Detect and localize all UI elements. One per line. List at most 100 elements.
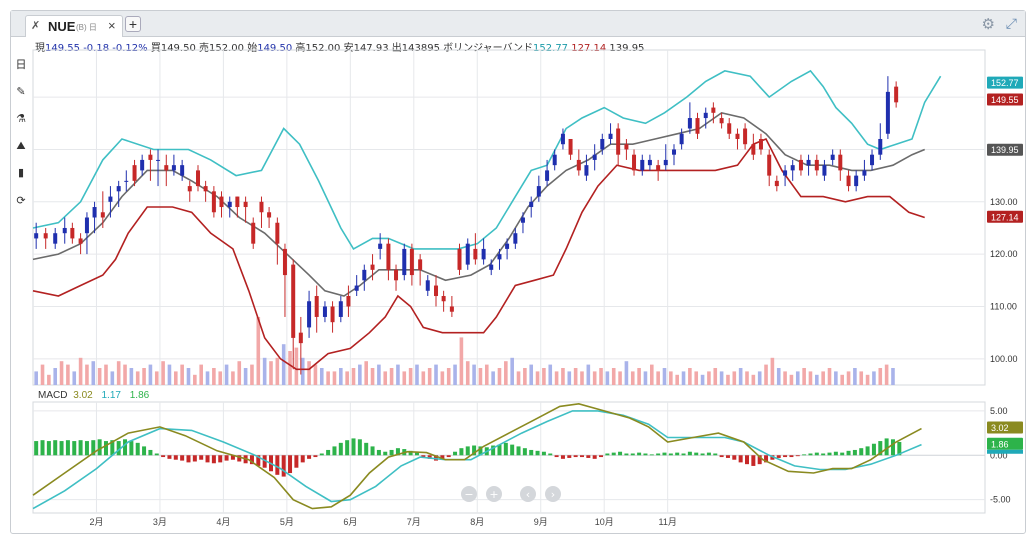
y-tick-label: 130.00 (990, 197, 1018, 207)
volume-bar (167, 364, 172, 385)
volume-bar (110, 371, 115, 385)
change-pct: -0.12% (112, 43, 148, 54)
candle-body (187, 186, 192, 192)
bb-lower-line (32, 137, 925, 371)
open-label: 始 (247, 43, 258, 54)
candle-body (774, 180, 779, 187)
volume-bar (421, 371, 426, 385)
macd-hist-bar (586, 455, 591, 458)
candle-body (505, 243, 510, 249)
price-tag: 149.55 (991, 95, 1019, 105)
candle-body (251, 222, 256, 244)
candle-body (92, 207, 97, 218)
volume-bar (707, 371, 711, 385)
macd-hist-bar (675, 452, 680, 456)
macd-hist-bar (694, 452, 699, 456)
macd-hist-bar (218, 455, 223, 463)
volume-bar (358, 364, 362, 385)
macd-hist-bar (180, 455, 185, 461)
gear-icon[interactable]: ⚙ (981, 16, 995, 33)
candle-body (767, 154, 772, 176)
calendar-icon[interactable]: 日 (15, 59, 27, 71)
macd-hist-bar (319, 453, 324, 456)
candle-body (235, 196, 240, 208)
add-tab-button[interactable]: + (125, 16, 141, 32)
price-tag-bg (987, 210, 1023, 223)
macd-hist-bar (548, 453, 553, 456)
volume-bar (694, 371, 699, 385)
candle-body (640, 159, 645, 171)
macd-hist-bar (732, 455, 737, 460)
volume-bar (154, 371, 159, 385)
candle-body (592, 154, 597, 160)
wrench-icon[interactable]: ✗ (31, 20, 41, 32)
price-tag-bg (987, 93, 1023, 106)
indicator-icon[interactable]: ⛰ (16, 140, 26, 152)
volume-bar (504, 361, 508, 385)
volume-bar (91, 361, 96, 385)
macd-hist-bar (491, 445, 496, 456)
tab-nue[interactable]: ✗ NUE (B) 日 × (25, 15, 123, 37)
x-tick-label: 9月 (534, 517, 548, 527)
macd-hist-bar (757, 455, 762, 465)
x-tick-label: 4月 (216, 517, 230, 527)
macd-hist-bar (668, 453, 673, 456)
volume-bar (573, 368, 578, 385)
volume-bar (611, 368, 616, 385)
x-tick-label: 6月 (343, 517, 357, 527)
macd-hist-bar (529, 449, 534, 456)
macd-hist-bar (535, 450, 540, 456)
macd-hist-bar (351, 438, 356, 456)
candle-body (672, 149, 677, 155)
macd-hist-bar (186, 455, 191, 463)
candle-body (679, 133, 684, 145)
volume-bar (580, 371, 584, 385)
macd-hist-bar (326, 449, 331, 456)
volume-bar (891, 368, 895, 385)
volume-bar (53, 368, 58, 385)
macd-hist-bar (871, 443, 876, 456)
macd-hist-bar (154, 453, 159, 456)
close-icon[interactable]: × (108, 18, 116, 33)
macd-hist-bar (211, 455, 216, 464)
macd-hist-bar (497, 444, 502, 456)
volume-bar (472, 364, 476, 385)
candle-body (180, 165, 185, 176)
volume-bar (408, 368, 413, 385)
candle-body (783, 170, 788, 176)
candle-body (282, 248, 287, 276)
expand-icon[interactable]: ⤢ (1005, 15, 1017, 31)
volume-bar (281, 344, 286, 385)
draw-icon[interactable]: ✎ (16, 86, 26, 98)
macd-hist-bar (116, 441, 121, 456)
macd-tag-signal (987, 449, 1023, 454)
candle-body (441, 296, 446, 302)
candle-body (132, 165, 137, 181)
flask-icon[interactable]: ⚗ (16, 113, 26, 125)
bar-chart-icon[interactable]: ▮ (17, 167, 25, 179)
candle-body (489, 264, 494, 270)
volume-bar (605, 371, 610, 385)
macd-hist-bar (91, 440, 96, 456)
volume-bar (738, 368, 743, 385)
refresh-icon[interactable]: ⟳ (16, 195, 26, 207)
volume-bar (878, 368, 883, 385)
macd-hist-bar (84, 441, 89, 456)
quote-bar: 現149.55 -0.18 -0.12% 買149.50 売152.00 始14… (35, 39, 644, 54)
volume-bar (491, 371, 495, 385)
macd-hist-bar (123, 439, 128, 456)
macd-hist-bar (294, 455, 299, 468)
macd-hist-bar (389, 449, 394, 456)
price-tag: 152.77 (991, 78, 1019, 88)
candle-body (338, 301, 343, 317)
macd-hist-bar (78, 440, 83, 456)
bb-lower-value: 127.14 (571, 43, 607, 54)
macd-hist-bar (103, 441, 108, 456)
volume-bar (72, 371, 77, 385)
volume-bar (865, 374, 870, 385)
candle-body (584, 165, 589, 176)
macd-hist-bar (65, 440, 70, 456)
macd-hist-bar (453, 451, 458, 456)
zoom-nav[interactable]: − + ‹ › (461, 486, 561, 502)
